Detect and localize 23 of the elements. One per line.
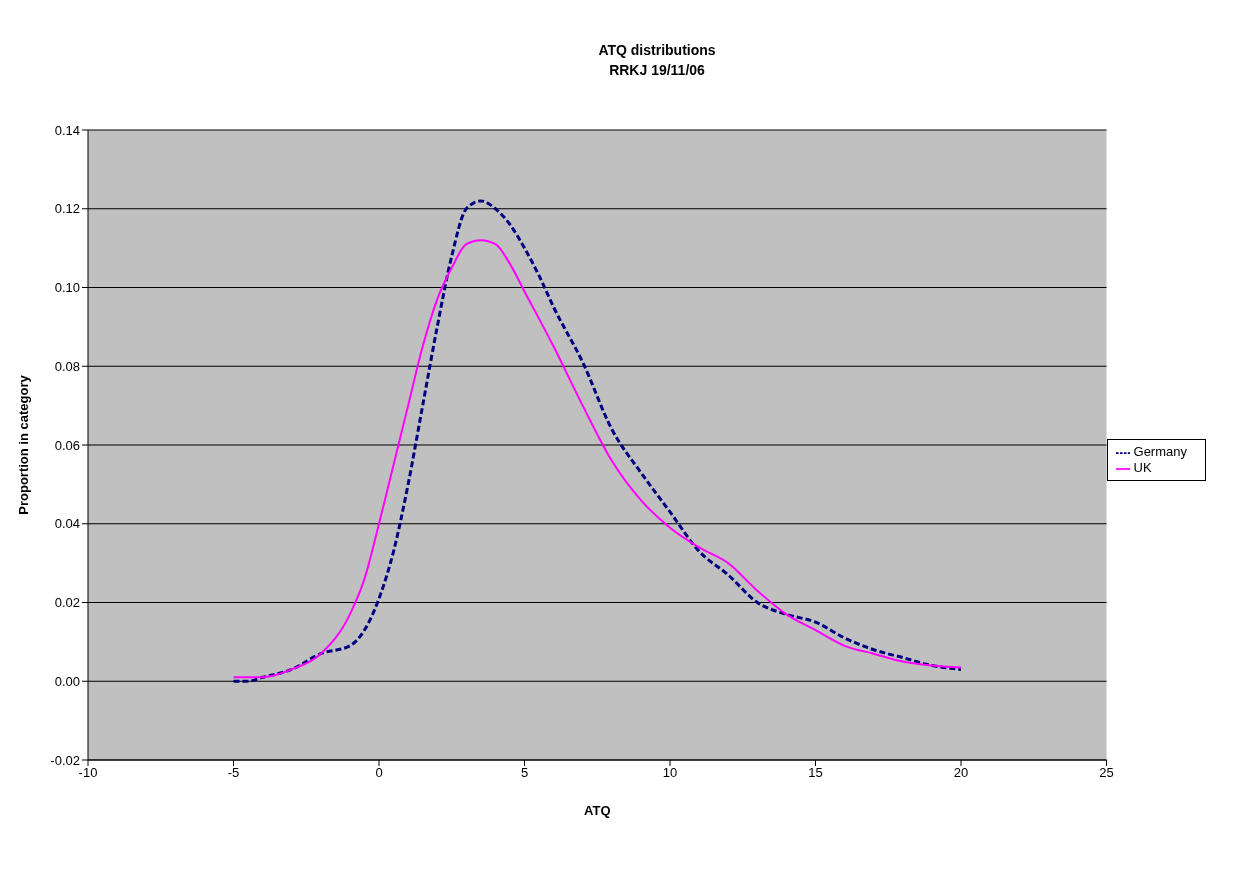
y-tick-label: 0.12: [54, 201, 80, 217]
x-tick-label: 0: [375, 765, 383, 781]
y-tick-label: 0.04: [54, 516, 80, 532]
chart-title: ATQ distributions: [597, 41, 717, 60]
x-axis-title: ATQ: [584, 803, 611, 818]
y-tick-label: 0.10: [54, 280, 80, 296]
x-tick-label: 15: [808, 765, 823, 781]
y-tick-label: 0.08: [54, 358, 80, 374]
legend-label: Germany: [1133, 444, 1187, 460]
x-tick-label: 20: [953, 765, 969, 781]
legend-label: UK: [1133, 460, 1152, 475]
x-tick-label: 10: [662, 765, 678, 781]
x-tick-label: 5: [520, 765, 529, 781]
x-tick-label: -5: [227, 765, 240, 781]
y-tick-label: 0.14: [54, 122, 80, 138]
y-tick-label: -0.02: [50, 752, 80, 768]
y-tick-label: 0.02: [54, 595, 80, 611]
y-tick-label: 0.06: [54, 437, 80, 453]
chart-subtitle: RRKJ 19/11/06: [608, 61, 706, 80]
x-tick-label: -10: [78, 765, 98, 781]
x-tick-label: 25: [1099, 765, 1114, 781]
y-axis-title: Proportion in category: [15, 374, 31, 515]
y-tick-label: 0.00: [54, 673, 80, 689]
